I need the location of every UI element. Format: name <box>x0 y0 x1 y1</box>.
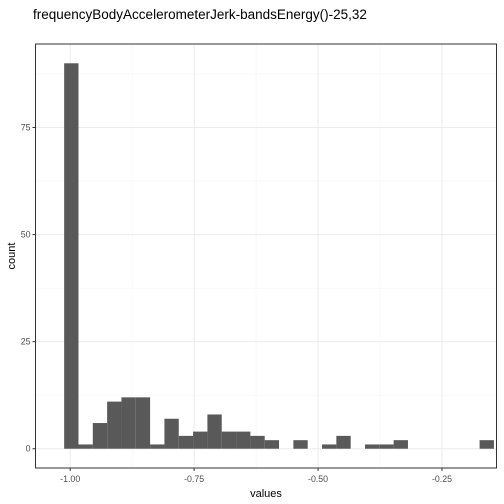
histogram-bar <box>364 444 380 449</box>
histogram-bar <box>250 435 265 449</box>
y-axis-ticks: 0 25 50 75 <box>21 123 36 454</box>
histogram-bar <box>78 444 93 449</box>
histogram-bar <box>322 444 337 449</box>
panel-border <box>35 43 497 469</box>
histogram-bar <box>150 444 165 449</box>
histogram-bar <box>121 397 136 449</box>
histogram-bar <box>393 440 408 449</box>
histogram-bar <box>336 435 351 449</box>
y-tick-label: 0 <box>26 444 31 454</box>
histogram-bar <box>178 435 194 449</box>
x-tick-label: -1.00 <box>60 474 80 484</box>
histogram-bar <box>64 63 79 449</box>
histogram-bar <box>264 440 280 449</box>
histogram-bar <box>107 401 122 449</box>
y-tick-label: 75 <box>21 123 31 133</box>
histogram-bar <box>164 418 179 449</box>
histogram-bar <box>221 431 237 449</box>
y-axis-title: count <box>6 243 18 270</box>
x-axis-title: values <box>250 488 282 500</box>
x-tick-label: -0.50 <box>308 474 328 484</box>
histogram-bar <box>236 431 251 449</box>
histogram-bar <box>135 397 151 449</box>
x-tick-label: -0.25 <box>432 474 452 484</box>
y-tick-label: 50 <box>21 230 31 240</box>
chart-title: frequencyBodyAccelerometerJerk-bandsEner… <box>33 7 367 22</box>
histogram-bar <box>379 444 394 449</box>
histogram-bar <box>193 431 208 449</box>
x-tick-label: -0.75 <box>184 474 204 484</box>
histogram-bar <box>207 414 222 449</box>
histogram-bar <box>293 440 308 449</box>
histogram-bar <box>92 423 108 449</box>
y-tick-label: 25 <box>21 337 31 347</box>
histogram-bar <box>479 440 494 449</box>
grid-lines <box>35 44 497 468</box>
histogram-bars <box>64 63 494 449</box>
x-axis-ticks: -1.00 -0.75 -0.50 -0.25 <box>60 468 452 484</box>
